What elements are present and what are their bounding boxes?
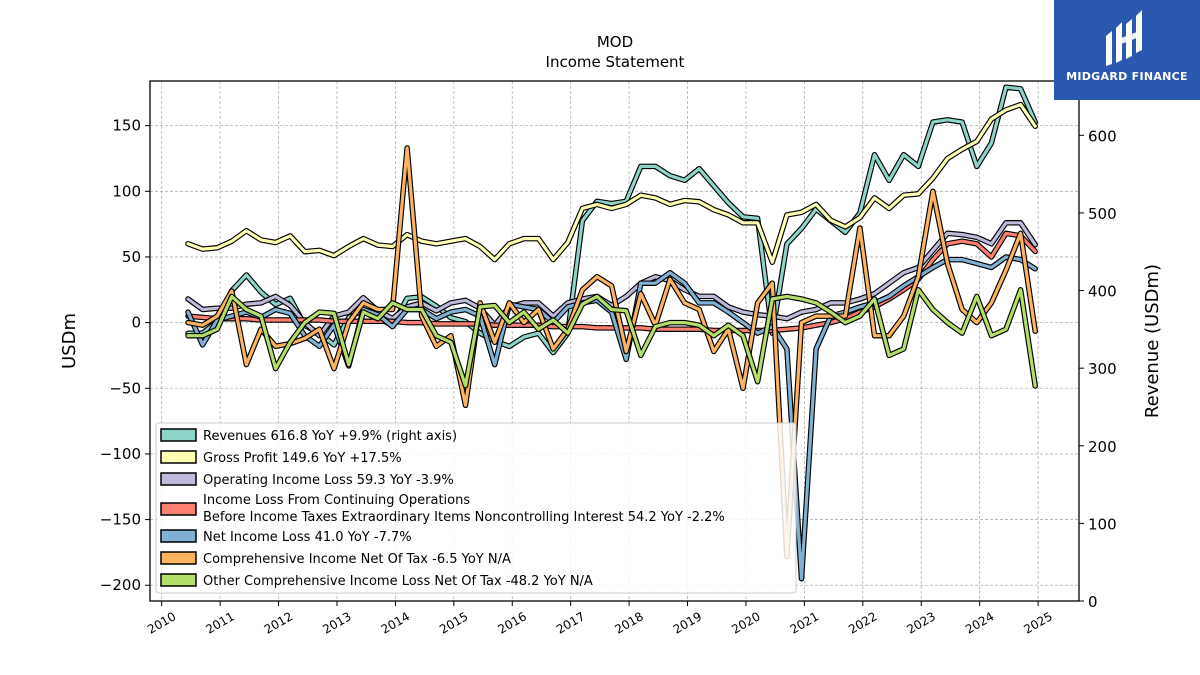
- y2-tick-label: 0: [1088, 593, 1098, 611]
- x-tick-label: 2012: [262, 609, 295, 636]
- logo-mark-icon: [1106, 10, 1142, 66]
- y-tick-label: 50: [122, 248, 141, 266]
- x-tick-label: 2015: [437, 609, 470, 636]
- grid: [150, 81, 1079, 601]
- legend-swatch-comprehensive-income: [160, 551, 197, 565]
- x-tick-label: 2013: [320, 609, 353, 636]
- series-2: [185, 101, 1038, 265]
- y2-axis-label: Revenue (USDm): [1142, 264, 1163, 418]
- y-tick-label: 100: [112, 182, 141, 200]
- y2-tick-label: 400: [1088, 283, 1117, 301]
- y-tick-label: 0: [131, 314, 141, 332]
- y-axis-right: 0 100 200 300 400 500 600: [1079, 127, 1117, 611]
- x-tick-label: 2010: [145, 609, 178, 636]
- legend-label-operating-income: Operating Income Loss 59.3 YoY -3.9%: [203, 473, 454, 488]
- series-6: [185, 145, 1038, 560]
- logo-text: MIDGARD FINANCE: [1066, 70, 1188, 83]
- x-tick-label: 2018: [612, 609, 645, 636]
- series-line: [186, 85, 1037, 355]
- x-tick-label: 2019: [671, 609, 704, 636]
- series-line: [186, 288, 1037, 388]
- chart-title: MOD: [597, 33, 633, 51]
- series-line: [186, 146, 1037, 559]
- legend-label-pretax-income-line1: Income Loss From Continuing Operations: [203, 493, 470, 508]
- legend-label-net-income: Net Income Loss 41.0 YoY -7.7%: [203, 530, 412, 545]
- legend-label-other-comprehensive: Other Comprehensive Income Loss Net Of T…: [203, 574, 593, 589]
- chart-subtitle: Income Statement: [546, 53, 685, 71]
- y2-tick-label: 100: [1088, 515, 1117, 533]
- legend-swatch-pretax-income: [160, 502, 197, 516]
- legend-label-revenues: Revenues 616.8 YoY +9.9% (right axis): [203, 429, 457, 444]
- y-tick-label: −200: [100, 576, 141, 594]
- series-lines: [185, 84, 1038, 582]
- y2-tick-label: 200: [1088, 438, 1117, 456]
- legend: Revenues 616.8 YoY +9.9% (right axis) Gr…: [155, 422, 797, 594]
- series-7: [185, 287, 1038, 389]
- y-axis-left: 150 100 50 0 −50 −100 −150 −200: [100, 117, 150, 594]
- x-tick-label: 2020: [729, 609, 762, 636]
- x-tick-label: 2024: [963, 609, 996, 636]
- midgard-finance-logo: MIDGARD FINANCE: [1054, 0, 1200, 100]
- y2-tick-label: 500: [1088, 205, 1117, 223]
- legend-swatch-operating-income: [160, 472, 197, 486]
- y2-tick-label: 300: [1088, 360, 1117, 378]
- legend-swatch-gross-profit: [160, 450, 197, 464]
- y-tick-label: −100: [100, 445, 141, 463]
- legend-swatch-other-comprehensive: [160, 573, 197, 587]
- plot-frame: [149, 80, 1080, 602]
- legend-box: [155, 422, 797, 594]
- x-tick-label: 2014: [379, 609, 412, 636]
- x-tick-label: 2022: [846, 609, 879, 636]
- legend-label-comprehensive-income: Comprehensive Income Net Of Tax -6.5 YoY…: [203, 552, 511, 567]
- x-tick-label: 2021: [788, 609, 821, 636]
- series-line: [186, 102, 1037, 264]
- y-tick-label: 150: [112, 117, 141, 135]
- y-axis-label: USDm: [59, 313, 80, 369]
- x-tick-label: 2023: [905, 609, 938, 636]
- legend-label-pretax-income-line2: Before Income Taxes Extraordinary Items …: [203, 510, 725, 525]
- x-tick-label: 2025: [1021, 609, 1054, 636]
- x-axis: 2010 2011 2012 2013 2014 2015 2016 2017 2018 2019…: [145, 601, 1055, 637]
- y2-tick-label: 600: [1088, 127, 1117, 145]
- x-tick-label: 2011: [203, 609, 236, 636]
- x-tick-label: 2017: [554, 609, 587, 636]
- series-1: [185, 84, 1038, 356]
- legend-swatch-revenues: [160, 428, 197, 442]
- x-tick-label: 2016: [496, 609, 529, 636]
- series-outline: [185, 101, 1038, 265]
- legend-swatch-net-income: [160, 529, 197, 543]
- y-tick-label: −150: [100, 511, 141, 529]
- y-tick-label: −50: [109, 379, 141, 397]
- legend-label-gross-profit: Gross Profit 149.6 YoY +17.5%: [203, 451, 402, 466]
